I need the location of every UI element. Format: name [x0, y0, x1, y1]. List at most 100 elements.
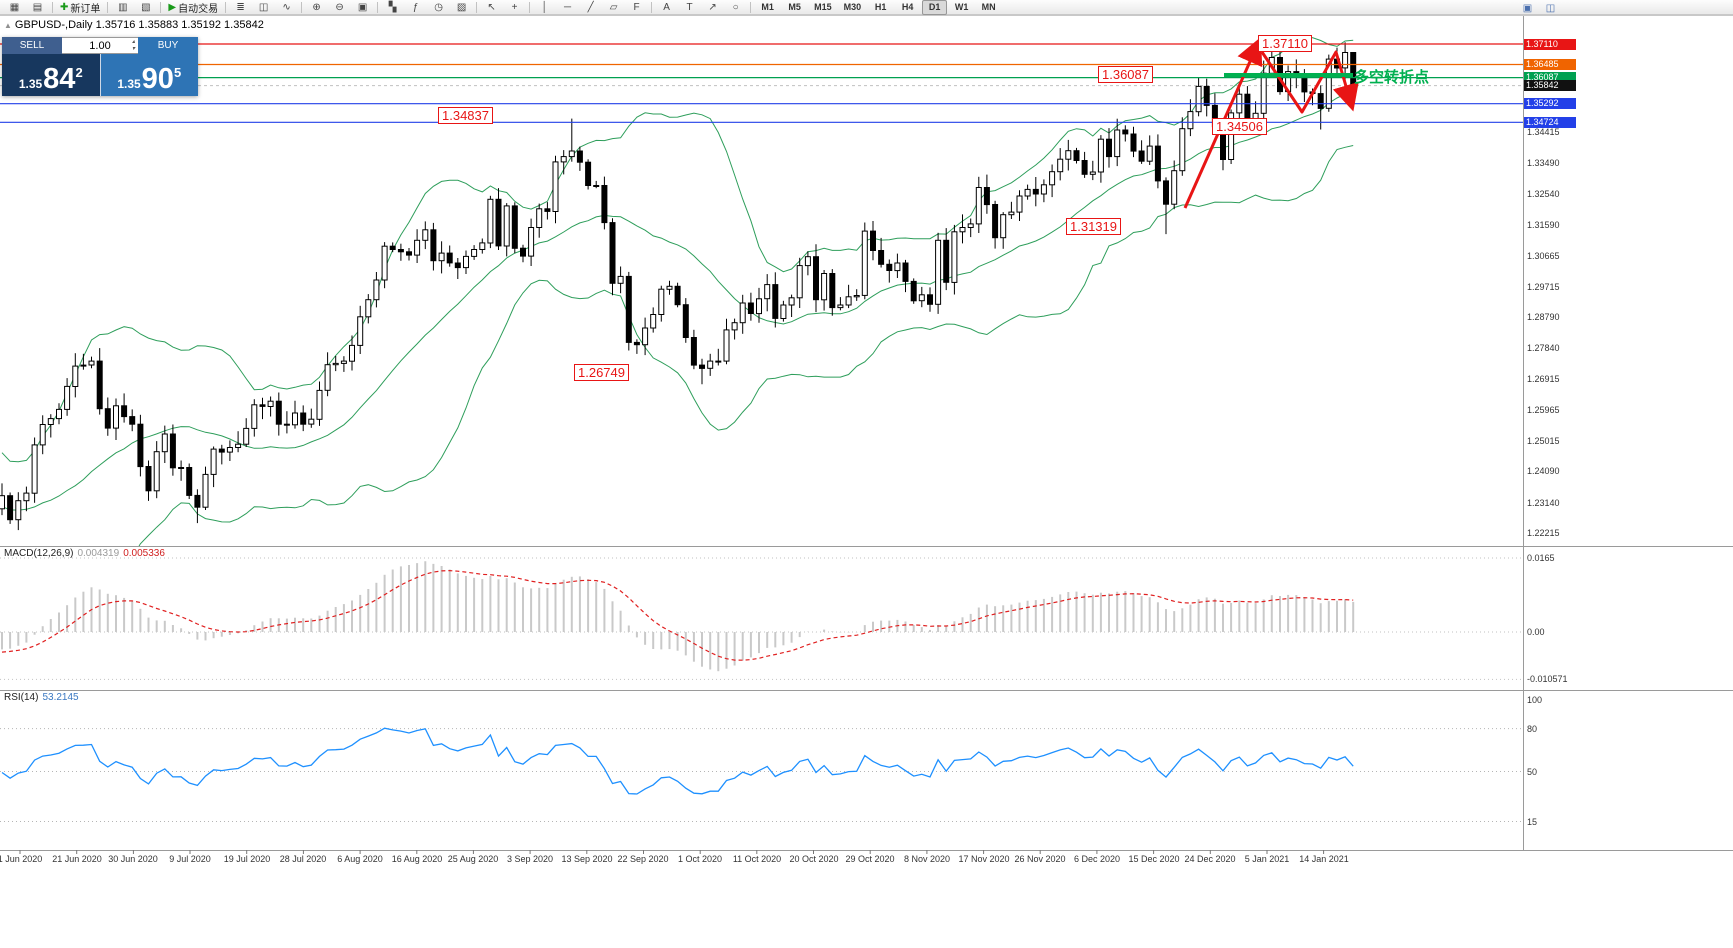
date-label: 16 Aug 2020 [391, 854, 443, 864]
profiles-icon[interactable]: ▤ [32, 1, 43, 13]
timeframe-d1-button[interactable]: D1 [922, 0, 948, 15]
label-icon[interactable]: T [686, 1, 693, 13]
float-window-icon[interactable]: ◫ [1545, 3, 1556, 14]
rsi-name: RSI(14) [4, 692, 39, 703]
autotrading-button[interactable]: ▶ 自动交易 [165, 0, 221, 15]
date-label: 22 Sep 2020 [617, 854, 669, 864]
templates-icon[interactable]: ▨ [456, 1, 467, 13]
trend-flag-text: 多空转折点 [1354, 69, 1430, 86]
price-tick-label: 1.29715 [1527, 282, 1560, 292]
bar-chart-icon[interactable]: ≣ [236, 1, 245, 13]
date-label: 19 Jul 2020 [223, 854, 271, 864]
toolbar-separator [651, 1, 653, 13]
date-label: 8 Nov 2020 [903, 854, 951, 864]
timeframe-h4-button[interactable]: H4 [901, 2, 914, 12]
price-annotation-label[interactable]: 1.26749 [574, 364, 629, 381]
price-tick-label: 1.26915 [1527, 374, 1560, 384]
date-label: 25 Aug 2020 [447, 854, 499, 864]
price-annotation-label[interactable]: 1.37110 [1258, 35, 1313, 52]
toolbar-separator [225, 1, 227, 13]
price-annotation-label[interactable]: 1.31319 [1066, 218, 1121, 235]
toolbar-separator [52, 1, 53, 13]
toolbar-separator [301, 1, 303, 13]
spinner-down-icon[interactable]: ▾ [131, 46, 135, 52]
sell-price-button[interactable]: 1.35 84 2 [2, 54, 100, 96]
buy-button[interactable]: BUY [138, 37, 198, 54]
price-tick-label: 1.22215 [1527, 528, 1560, 538]
macd-axis-label: 0.0165 [1527, 553, 1555, 563]
toolbar-right-icons: ▣ ◫ [1516, 1, 1562, 16]
price-tick-label: 1.24090 [1527, 466, 1560, 476]
timeframe-w1-button[interactable]: W1 [954, 2, 969, 12]
timeframe-m30-button[interactable]: M30 [843, 2, 862, 12]
autotrading-button-label: 自动交易 [178, 3, 219, 15]
new-order-button[interactable]: ✚ 新订单 [57, 0, 103, 15]
data-window-icon[interactable]: ▧ [141, 1, 151, 13]
spinner-up-icon[interactable]: ▴ [131, 39, 135, 45]
rsi-axis-label: 100 [1527, 695, 1543, 705]
rsi-value: 53.2145 [42, 692, 79, 703]
date-label: 21 Jun 2020 [52, 854, 102, 864]
price-tick-label: 1.32540 [1527, 189, 1560, 199]
price-annotation-label[interactable]: 1.36087 [1098, 66, 1153, 83]
date-label: 15 Dec 2020 [1128, 854, 1180, 864]
zoom-out-icon[interactable]: ⊖ [335, 1, 344, 13]
volume-spinner[interactable]: ▴ ▾ [132, 39, 135, 53]
horizontal-line-icon[interactable]: ─ [564, 1, 572, 13]
volume-stepper[interactable]: 1.00 ▴ ▾ [62, 37, 138, 54]
tile-windows-icon[interactable]: ▣ [357, 1, 368, 13]
market-watch-icon[interactable]: ▥ [118, 1, 128, 13]
line-chart-icon[interactable]: ∿ [282, 1, 291, 13]
fibonacci-icon[interactable]: F [633, 1, 640, 13]
periods-icon[interactable]: ◷ [434, 1, 443, 13]
timeframe-m5-button[interactable]: M5 [788, 2, 801, 12]
buy-price-button[interactable]: 1.35 90 5 [99, 54, 198, 96]
auto-arrange-icon[interactable]: ▚ [388, 1, 397, 13]
toolbar-separator [750, 1, 752, 13]
sell-button[interactable]: SELL [2, 37, 62, 54]
bid-base: 1.35 [18, 77, 43, 91]
date-label: 1 Jun 2020 [0, 854, 43, 864]
price-tick-label: 1.25965 [1527, 405, 1560, 415]
shapes-icon[interactable]: ○ [732, 1, 739, 13]
ask-big: 90 [141, 63, 174, 95]
macd-axis-label: -0.010571 [1527, 674, 1568, 684]
arrow-tool-icon[interactable]: ↗ [708, 1, 717, 13]
date-label: 29 Oct 2020 [845, 854, 895, 864]
price-tick-label: 1.33490 [1527, 158, 1560, 168]
toolbar-separator [529, 1, 531, 13]
zoom-in-icon[interactable]: ⊕ [312, 1, 321, 13]
docking-icon[interactable]: ▣ [1522, 3, 1533, 14]
timeframe-m15-button[interactable]: M15 [814, 2, 832, 12]
price-annotation-label[interactable]: 1.34506 [1212, 118, 1267, 135]
toolbar-separator [476, 1, 478, 13]
volume-value[interactable]: 1.00 [89, 39, 111, 52]
date-label: 20 Oct 2020 [789, 854, 839, 864]
macd-main-value: 0.004319 [77, 548, 120, 559]
crosshair-icon[interactable]: + [511, 1, 518, 13]
price-annotation-label[interactable]: 1.34837 [438, 107, 493, 124]
date-label: 11 Oct 2020 [732, 854, 782, 864]
text-icon[interactable]: A [663, 1, 670, 13]
cursor-icon[interactable]: ↖ [487, 1, 496, 13]
channel-icon[interactable]: ▱ [609, 1, 618, 13]
timeframe-h1-button[interactable]: H1 [874, 2, 887, 12]
indicators-icon[interactable]: ƒ [412, 1, 419, 13]
price-tag: 1.36485 [1524, 59, 1576, 70]
price-tag: 1.36087 [1524, 72, 1576, 83]
date-label: 13 Sep 2020 [561, 854, 613, 864]
price-tick-label: 1.27840 [1527, 343, 1560, 353]
new-order-button-label: 新订单 [70, 3, 101, 15]
candlestick-chart-icon[interactable]: ◫ [258, 1, 269, 13]
timeframe-m1-button[interactable]: M1 [761, 2, 774, 12]
trendline-icon[interactable]: ╱ [587, 1, 594, 13]
new-order-button-icon: ✚ [60, 1, 69, 13]
date-label: 5 Jan 2021 [1244, 854, 1290, 864]
timeframe-mn-button[interactable]: MN [981, 2, 996, 12]
vertical-line-icon[interactable]: │ [541, 1, 548, 13]
new-chart-icon[interactable]: ▦ [9, 1, 20, 13]
toolbar-separator [160, 1, 162, 13]
rsi-axis-label: 50 [1527, 767, 1538, 777]
